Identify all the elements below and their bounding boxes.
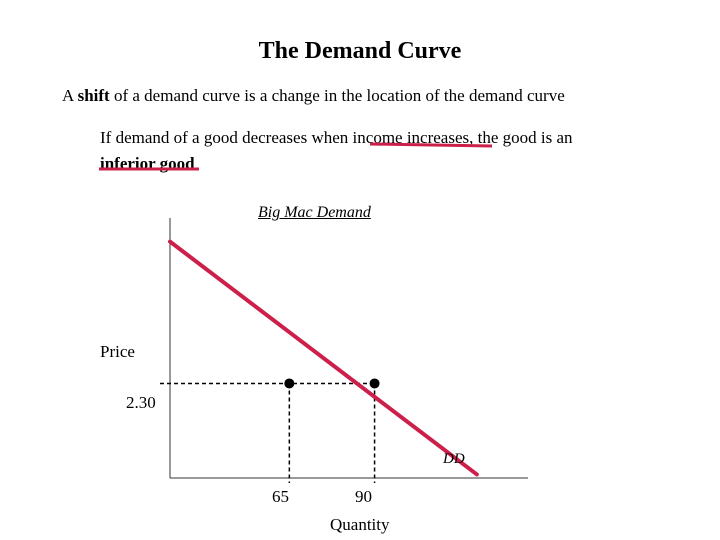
shift-definition: A shift of a demand curve is a change in… [62,86,565,106]
point-marker-65 [284,378,295,389]
chart-title: Big Mac Demand [258,204,371,221]
x-axis-label: Quantity [330,515,390,534]
y-axis-label: Price [100,342,135,361]
demand-curve-dd [168,239,479,477]
inferior-text-part1: If demand of a good decreases when [100,128,353,147]
income-increases-phrase: income increases [352,128,470,147]
inferior-text-part2: , the good is an [469,128,573,147]
point-marker-90 [369,378,380,389]
shift-definition-suffix: of a demand curve is a change in the loc… [109,86,565,105]
shift-definition-prefix: A [62,86,78,105]
x-tick-label-90: 90 [355,487,372,506]
curve-label-dd: DD [443,451,465,467]
x-tick-label-65: 65 [272,487,289,506]
y-tick-label: 2.30 [126,393,156,412]
income-increases-underline [369,142,493,148]
slide-title: The Demand Curve [258,38,462,64]
shift-keyword: shift [77,86,110,105]
